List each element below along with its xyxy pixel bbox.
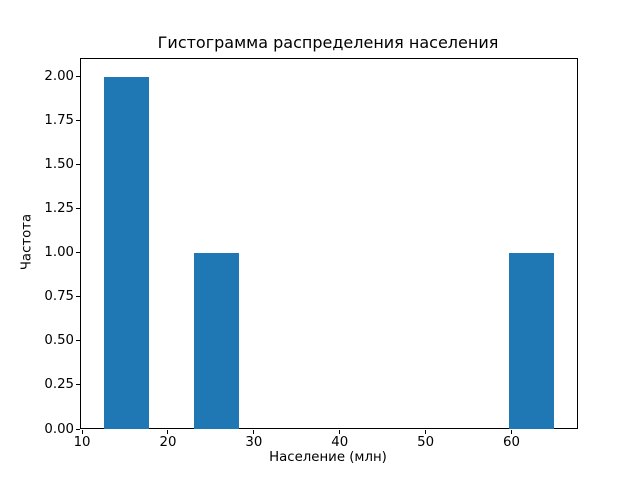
y-axis-label: Частота [19,213,35,271]
x-tick-label: 20 [159,435,177,450]
y-tick-mark [76,296,80,298]
y-tick-label: 0.25 [44,377,74,393]
plot-area [80,57,578,429]
x-axis-label: Население (млн) [269,450,387,465]
y-tick-label: 1.75 [44,113,74,129]
y-tick-label: 1.25 [44,201,74,217]
histogram-bar [103,76,149,429]
y-tick-mark [76,428,80,430]
x-tick-label: 10 [73,435,91,450]
y-tick-mark [76,208,80,210]
histogram-bar [509,252,555,429]
y-tick-label: 0.75 [44,289,74,305]
x-tick-label: 50 [417,435,435,450]
y-tick-label: 0.00 [44,421,74,437]
x-tick-label: 40 [331,435,349,450]
histogram-bar [193,252,239,429]
x-tick-mark [81,430,83,434]
y-tick-mark [76,164,80,166]
y-tick-label: 1.00 [44,245,74,261]
x-tick-mark [511,430,512,434]
x-tick-mark [167,430,169,434]
x-tick-mark [339,430,341,434]
y-tick-mark [76,76,80,78]
y-tick-mark [76,120,80,122]
y-tick-mark [76,252,80,254]
chart-title: Гистограмма распределения населения [157,33,499,52]
x-tick-label: 30 [245,435,263,450]
x-tick-mark [425,430,427,434]
y-tick-label: 1.50 [44,157,74,173]
y-tick-mark [76,340,80,342]
y-tick-label: 2.00 [44,69,74,85]
y-tick-mark [76,384,80,386]
x-tick-mark [253,430,255,434]
x-tick-label: 60 [503,435,520,450]
y-tick-label: 0.50 [44,333,74,349]
